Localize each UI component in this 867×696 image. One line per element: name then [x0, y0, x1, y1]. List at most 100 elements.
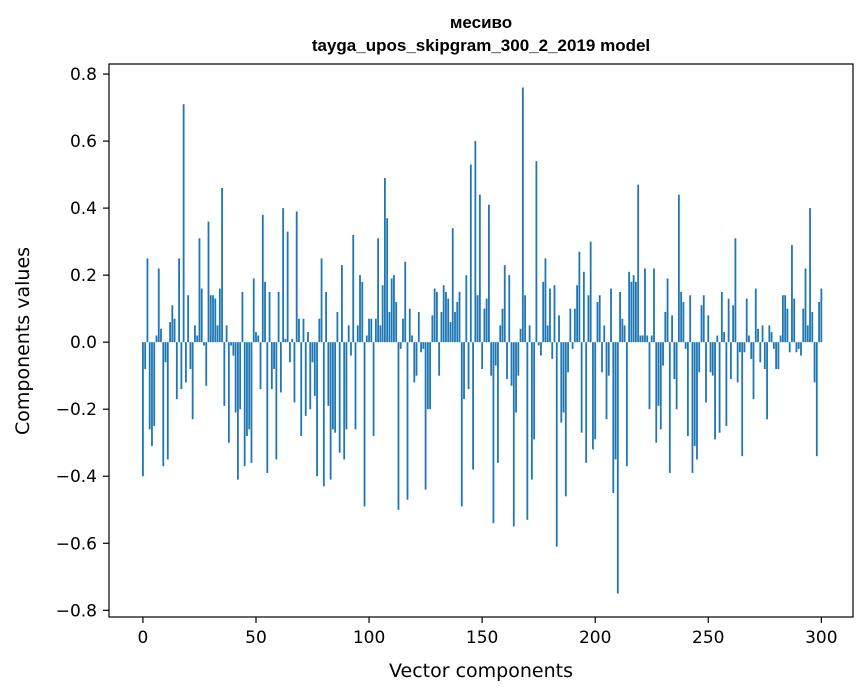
bar-297	[813, 342, 816, 383]
bar-116	[404, 261, 407, 343]
bar-90	[345, 342, 348, 430]
bar-150	[481, 342, 484, 369]
bar-175	[537, 342, 540, 346]
bar-142	[463, 342, 465, 400]
bar-250	[707, 315, 710, 343]
bar-111	[393, 275, 395, 343]
x-tick-label: 150	[466, 628, 498, 648]
bar-267	[745, 298, 748, 343]
bar-81	[325, 291, 327, 343]
bar-67	[293, 342, 296, 403]
bar-38	[227, 342, 230, 443]
bar-57	[270, 342, 273, 390]
bar-101	[370, 318, 373, 343]
bar-97	[361, 281, 364, 343]
bar-147	[474, 141, 477, 343]
bar-31	[212, 295, 214, 343]
bar-69	[298, 318, 300, 343]
bar-176	[540, 342, 542, 356]
bars	[142, 87, 823, 594]
bar-12	[169, 322, 171, 343]
bar-104	[377, 238, 380, 343]
bar-72	[304, 342, 307, 416]
bar-146	[472, 342, 474, 470]
bar-61	[279, 342, 282, 393]
bar-189	[569, 308, 572, 343]
bar-130	[435, 291, 438, 343]
bar-78	[318, 318, 321, 343]
bar-74	[309, 342, 312, 410]
bar-23	[194, 325, 196, 343]
bar-128	[431, 315, 434, 343]
bar-20	[187, 295, 190, 343]
bar-290	[797, 342, 800, 349]
y-tick-label: 0.8	[70, 65, 97, 85]
bar-119	[411, 335, 413, 343]
bar-14	[173, 318, 176, 343]
bar-233	[668, 342, 671, 473]
x-tick-label: 200	[579, 628, 611, 648]
bar-170	[526, 342, 529, 520]
bar-43	[239, 342, 242, 410]
bar-205	[605, 342, 608, 420]
bar-241	[687, 342, 689, 437]
bar-245	[696, 342, 698, 460]
bar-179	[546, 325, 549, 343]
bar-235	[673, 342, 676, 380]
bar-190	[571, 342, 574, 349]
bar-202	[598, 295, 601, 343]
bar-55	[266, 342, 269, 473]
x-axis-label: Vector components	[389, 660, 573, 682]
bar-242	[689, 295, 692, 343]
bar-40	[232, 342, 235, 356]
y-tick-label: −0.2	[56, 400, 97, 420]
bar-73	[307, 332, 309, 343]
bar-36	[223, 342, 226, 406]
bar-118	[408, 308, 411, 343]
bar-129	[433, 288, 436, 343]
bar-199	[592, 342, 594, 450]
bar-39	[230, 342, 233, 346]
bar-135	[447, 298, 450, 343]
bar-173	[533, 342, 536, 440]
bar-28	[205, 342, 208, 386]
bar-152	[485, 298, 488, 343]
y-axis: 0.8 0.6 0.4 0.2 0.0 −0.2 −0.4 −0.6 −0.8	[56, 65, 109, 621]
bar-33	[216, 325, 219, 343]
bar-49	[252, 278, 255, 343]
bar-260	[729, 342, 732, 380]
bar-123	[420, 342, 422, 353]
bar-65	[289, 342, 291, 363]
bar-66	[291, 338, 294, 343]
bar-291	[800, 342, 802, 356]
bar-15	[175, 342, 178, 400]
bar-218	[635, 281, 637, 343]
bar-124	[422, 342, 425, 349]
x-tick-label: 100	[353, 628, 385, 648]
x-tick-label: 300	[805, 628, 837, 648]
bar-16	[178, 258, 181, 343]
bar-84	[331, 342, 334, 430]
y-tick-label: −0.4	[56, 467, 97, 487]
bar-5	[153, 342, 156, 426]
bar-238	[680, 291, 683, 343]
bar-139	[456, 301, 459, 343]
bar-243	[691, 342, 694, 473]
bar-46	[246, 342, 248, 437]
bar-256	[720, 291, 723, 343]
bar-223	[646, 335, 649, 343]
bar-246	[698, 342, 701, 373]
bar-181	[551, 342, 554, 359]
bar-196	[585, 342, 588, 463]
bar-162	[508, 275, 511, 343]
bar-262	[734, 238, 737, 343]
bar-281	[777, 342, 780, 369]
bar-270	[752, 342, 755, 400]
bar-268	[748, 335, 750, 343]
bar-6	[155, 335, 158, 343]
bar-240	[684, 342, 687, 349]
bar-239	[682, 301, 685, 343]
bar-24	[196, 335, 199, 343]
bar-287	[791, 244, 793, 343]
bar-105	[379, 325, 382, 343]
